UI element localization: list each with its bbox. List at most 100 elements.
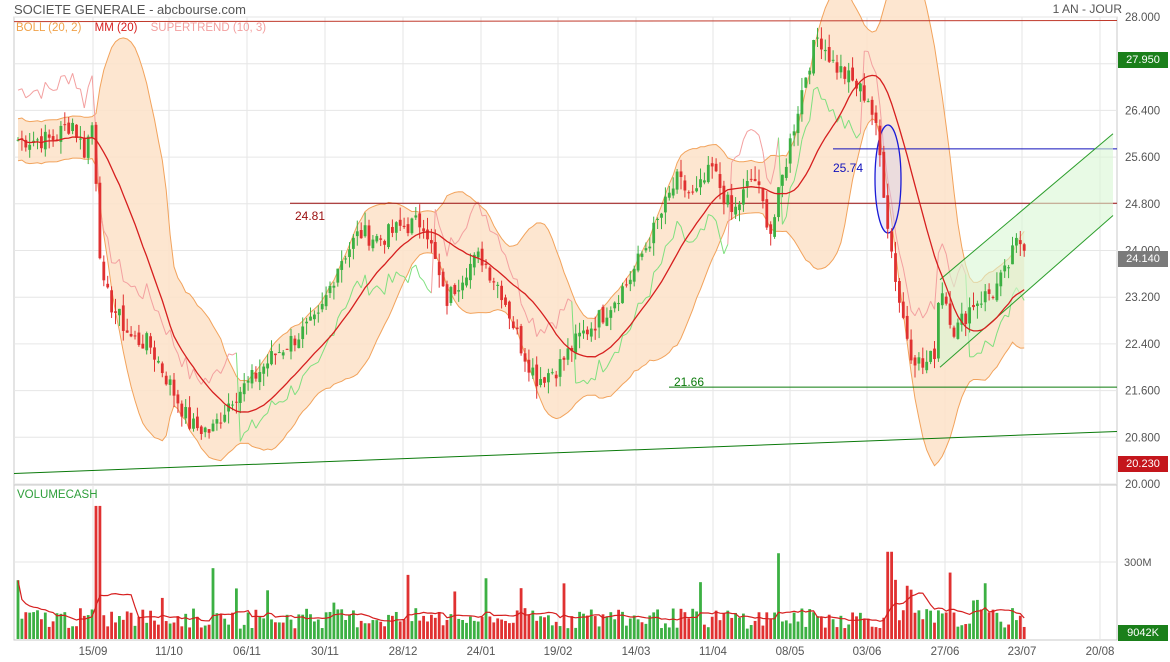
legend-mm[interactable]: MM (20) xyxy=(94,22,138,34)
volume-bar xyxy=(617,609,620,639)
level-label-resistance: 24.81 xyxy=(295,209,325,223)
supertrend-segment xyxy=(813,86,818,91)
volume-bar xyxy=(383,626,386,639)
volume-bar xyxy=(176,616,180,639)
supertrend-segment xyxy=(992,333,998,347)
supertrend-segment xyxy=(235,352,241,442)
candle-body xyxy=(223,414,227,422)
volume-bar xyxy=(898,620,901,639)
supertrend-segment xyxy=(774,137,779,168)
x-tick-label: 11/10 xyxy=(155,646,183,658)
supertrend-segment xyxy=(337,310,343,319)
candle-body xyxy=(683,180,687,191)
supertrend-segment xyxy=(711,215,717,222)
supertrend-segment xyxy=(778,137,783,225)
volume-bar xyxy=(110,611,113,639)
volume-bar xyxy=(160,597,164,639)
volume-bar xyxy=(831,619,835,639)
supertrend-segment xyxy=(540,329,545,334)
supertrend-segment xyxy=(33,89,38,92)
x-tick-label: 24/01 xyxy=(467,646,496,658)
supertrend-segment xyxy=(204,377,210,384)
supertrend-segment xyxy=(575,381,580,384)
supertrend-segment xyxy=(622,333,627,337)
supertrend-segment xyxy=(458,232,464,241)
supertrend-segment xyxy=(157,311,163,324)
volume-bar xyxy=(508,623,511,639)
volume-bar xyxy=(332,602,336,639)
supertrend-segment xyxy=(450,237,456,245)
supertrend-segment xyxy=(282,398,288,403)
x-tick-label: 06/11 xyxy=(233,646,261,658)
volume-bar xyxy=(461,620,464,639)
candle-body xyxy=(952,327,956,337)
supertrend-segment xyxy=(485,215,491,232)
supertrend-segment xyxy=(508,268,514,279)
candle-body xyxy=(402,225,406,228)
volume-bar xyxy=(523,608,527,639)
supertrend-segment xyxy=(797,139,803,164)
candle-body xyxy=(441,271,445,287)
candle-body xyxy=(137,332,141,345)
volume-bar xyxy=(129,612,133,639)
supertrend-segment xyxy=(165,329,171,336)
volume-bar xyxy=(1007,624,1010,639)
x-tick-label: 03/06 xyxy=(853,646,882,658)
legend-supertrend[interactable]: SUPERTREND (10, 3) xyxy=(150,22,267,34)
volume-bar xyxy=(500,619,503,639)
candle-body xyxy=(465,277,468,286)
candle-body xyxy=(383,240,386,245)
candle-body xyxy=(597,310,601,328)
moving-average xyxy=(17,74,1025,413)
supertrend-segment xyxy=(1000,314,1006,323)
candle-body xyxy=(913,357,917,366)
candle-body xyxy=(648,246,652,249)
legend-boll[interactable]: BOLL (20, 2) xyxy=(16,22,82,34)
supertrend-segment xyxy=(692,237,697,243)
volume-bar xyxy=(921,619,925,639)
volume-bar xyxy=(16,580,20,639)
x-tick-label: 28/12 xyxy=(389,646,418,658)
volume-bar xyxy=(835,627,839,639)
volume-bar xyxy=(652,612,656,639)
candle-body xyxy=(118,308,121,316)
supertrend-segment xyxy=(87,75,93,88)
supertrend-segment xyxy=(142,283,148,300)
candle-body xyxy=(609,310,613,318)
candle-body xyxy=(905,315,909,339)
candle-body xyxy=(699,179,702,188)
candle-body xyxy=(316,312,320,314)
volume-bar xyxy=(519,588,523,639)
volume-bar xyxy=(465,622,468,639)
volume-bar xyxy=(192,608,195,639)
price-panel: 20.00020.80021.60022.40023.20024.00024.8… xyxy=(13,0,1160,491)
volume-bar xyxy=(82,615,86,639)
candle-body xyxy=(667,192,671,198)
volume-bar xyxy=(687,618,691,639)
period-selector[interactable]: 1 AN - JOUR xyxy=(1052,2,1122,16)
y-tick-label: 20.000 xyxy=(1125,479,1160,491)
y-tick-label: 20.800 xyxy=(1125,432,1160,444)
candle-body xyxy=(336,268,340,283)
volume-bar xyxy=(820,617,823,639)
supertrend-segment xyxy=(836,115,842,123)
candle-body xyxy=(554,374,558,379)
channel-lower xyxy=(939,215,1114,368)
supertrend-segment xyxy=(224,353,230,366)
volume-bar xyxy=(859,612,862,639)
candle-body xyxy=(235,401,238,403)
volume-bar xyxy=(266,590,269,639)
volume-bar xyxy=(644,623,648,639)
volume-bar xyxy=(375,620,379,639)
supertrend-segment xyxy=(809,89,815,121)
volume-bar xyxy=(738,617,741,639)
volume-bar xyxy=(121,619,125,639)
volume-bar xyxy=(348,615,351,639)
supertrend-segment xyxy=(48,87,54,91)
supertrend-segment xyxy=(758,135,764,152)
supertrend-segment xyxy=(403,276,409,283)
candle-body xyxy=(929,350,932,362)
supertrend-segment xyxy=(169,329,175,347)
candle-body xyxy=(917,357,921,364)
supertrend-segment xyxy=(719,237,725,254)
